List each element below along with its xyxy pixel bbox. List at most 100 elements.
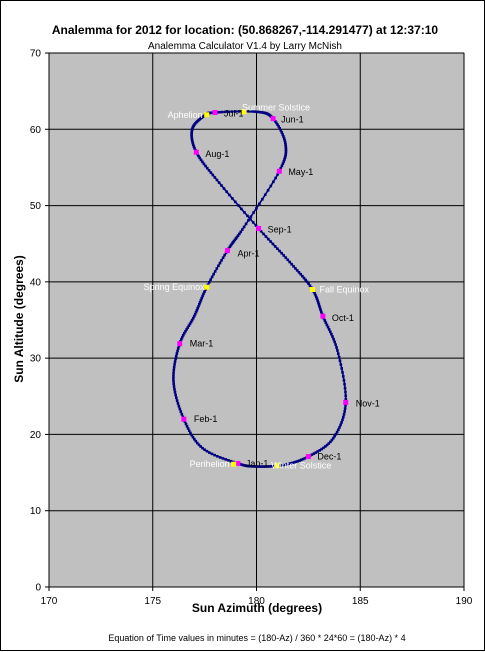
month-label: Oct-1 [332, 313, 354, 323]
data-point [196, 441, 199, 445]
data-point [247, 110, 250, 113]
data-point [276, 173, 279, 176]
data-point [316, 301, 320, 304]
month-label: May-1 [288, 167, 313, 177]
data-point [338, 426, 341, 429]
data-point [210, 275, 214, 279]
data-point [284, 153, 288, 156]
data-point [238, 232, 241, 236]
data-point [310, 453, 314, 456]
data-point [340, 421, 343, 424]
data-point [193, 437, 196, 441]
data-point [210, 452, 214, 456]
data-point [191, 316, 195, 320]
month-marker [320, 313, 326, 319]
data-point [191, 143, 195, 147]
data-point [235, 235, 239, 239]
data-point [260, 111, 264, 114]
y-tick-label: 60 [30, 125, 42, 136]
data-point [284, 256, 288, 259]
data-point [200, 296, 204, 300]
data-point [229, 459, 233, 463]
x-tick-label: 180 [248, 596, 265, 607]
data-point [342, 413, 346, 416]
month-marker [343, 399, 349, 405]
data-point [278, 249, 281, 253]
month-marker [305, 454, 311, 460]
data-point [336, 349, 339, 352]
data-point [205, 449, 209, 453]
x-axis-title: Sun Azimuth (degrees) [192, 601, 322, 615]
data-point [342, 379, 346, 382]
tick-labels: 170 175 180 185 190 0 10 20 30 40 50 60 70 [30, 49, 473, 608]
data-point [224, 458, 228, 461]
data-point [180, 337, 183, 341]
data-point [303, 457, 307, 460]
data-point [264, 465, 267, 468]
data-point [242, 464, 246, 467]
data-point [332, 337, 335, 341]
data-point [190, 129, 194, 132]
data-point [173, 388, 176, 391]
data-point [343, 407, 347, 410]
data-point [172, 371, 175, 375]
data-point [341, 418, 344, 422]
data-point [318, 304, 321, 308]
data-point [344, 394, 347, 397]
month-marker [224, 248, 230, 254]
data-point [177, 404, 181, 408]
data-point [337, 355, 341, 359]
data-point [249, 215, 253, 218]
data-point [283, 141, 287, 144]
data-point [251, 221, 255, 224]
data-point [187, 429, 191, 433]
data-point [221, 256, 225, 260]
data-point [234, 110, 237, 113]
data-point [208, 451, 211, 454]
data-point [203, 448, 206, 452]
y-tick-label: 50 [30, 201, 42, 212]
data-point [285, 462, 289, 466]
data-point [266, 189, 270, 192]
month-label: Nov-1 [356, 398, 380, 408]
data-point [255, 110, 258, 114]
data-point [314, 295, 318, 299]
data-point [295, 269, 299, 272]
data-point [263, 193, 267, 197]
data-point [277, 125, 280, 128]
data-point [282, 137, 286, 140]
event-label: Aphelion [168, 110, 203, 120]
data-point [192, 145, 196, 148]
data-point [190, 433, 193, 437]
data-point [239, 463, 243, 466]
data-point [194, 439, 198, 443]
data-point [276, 123, 279, 126]
data-point [339, 363, 343, 366]
data-point [292, 461, 296, 464]
data-point [227, 459, 230, 462]
data-point [175, 396, 178, 400]
data-point [276, 247, 279, 251]
data-point [213, 176, 217, 179]
data-point [186, 326, 190, 329]
data-point [178, 407, 182, 411]
chart-title: Analemma for 2012 for location: (50.8682… [52, 23, 439, 37]
data-point [173, 390, 177, 394]
data-point [220, 184, 223, 187]
data-point [298, 459, 301, 462]
data-point [193, 147, 196, 150]
data-point [335, 430, 339, 434]
data-point [190, 132, 193, 135]
data-point [173, 360, 177, 363]
data-point [279, 129, 283, 132]
month-label: Jun-1 [281, 115, 304, 125]
data-point [209, 278, 212, 281]
event-label: Winter Solstice [271, 461, 331, 471]
data-point [218, 456, 222, 459]
data-point [296, 459, 300, 463]
data-point [189, 431, 192, 435]
data-point [273, 245, 277, 248]
data-point [279, 167, 283, 170]
data-point [246, 214, 249, 218]
data-point [287, 462, 291, 466]
